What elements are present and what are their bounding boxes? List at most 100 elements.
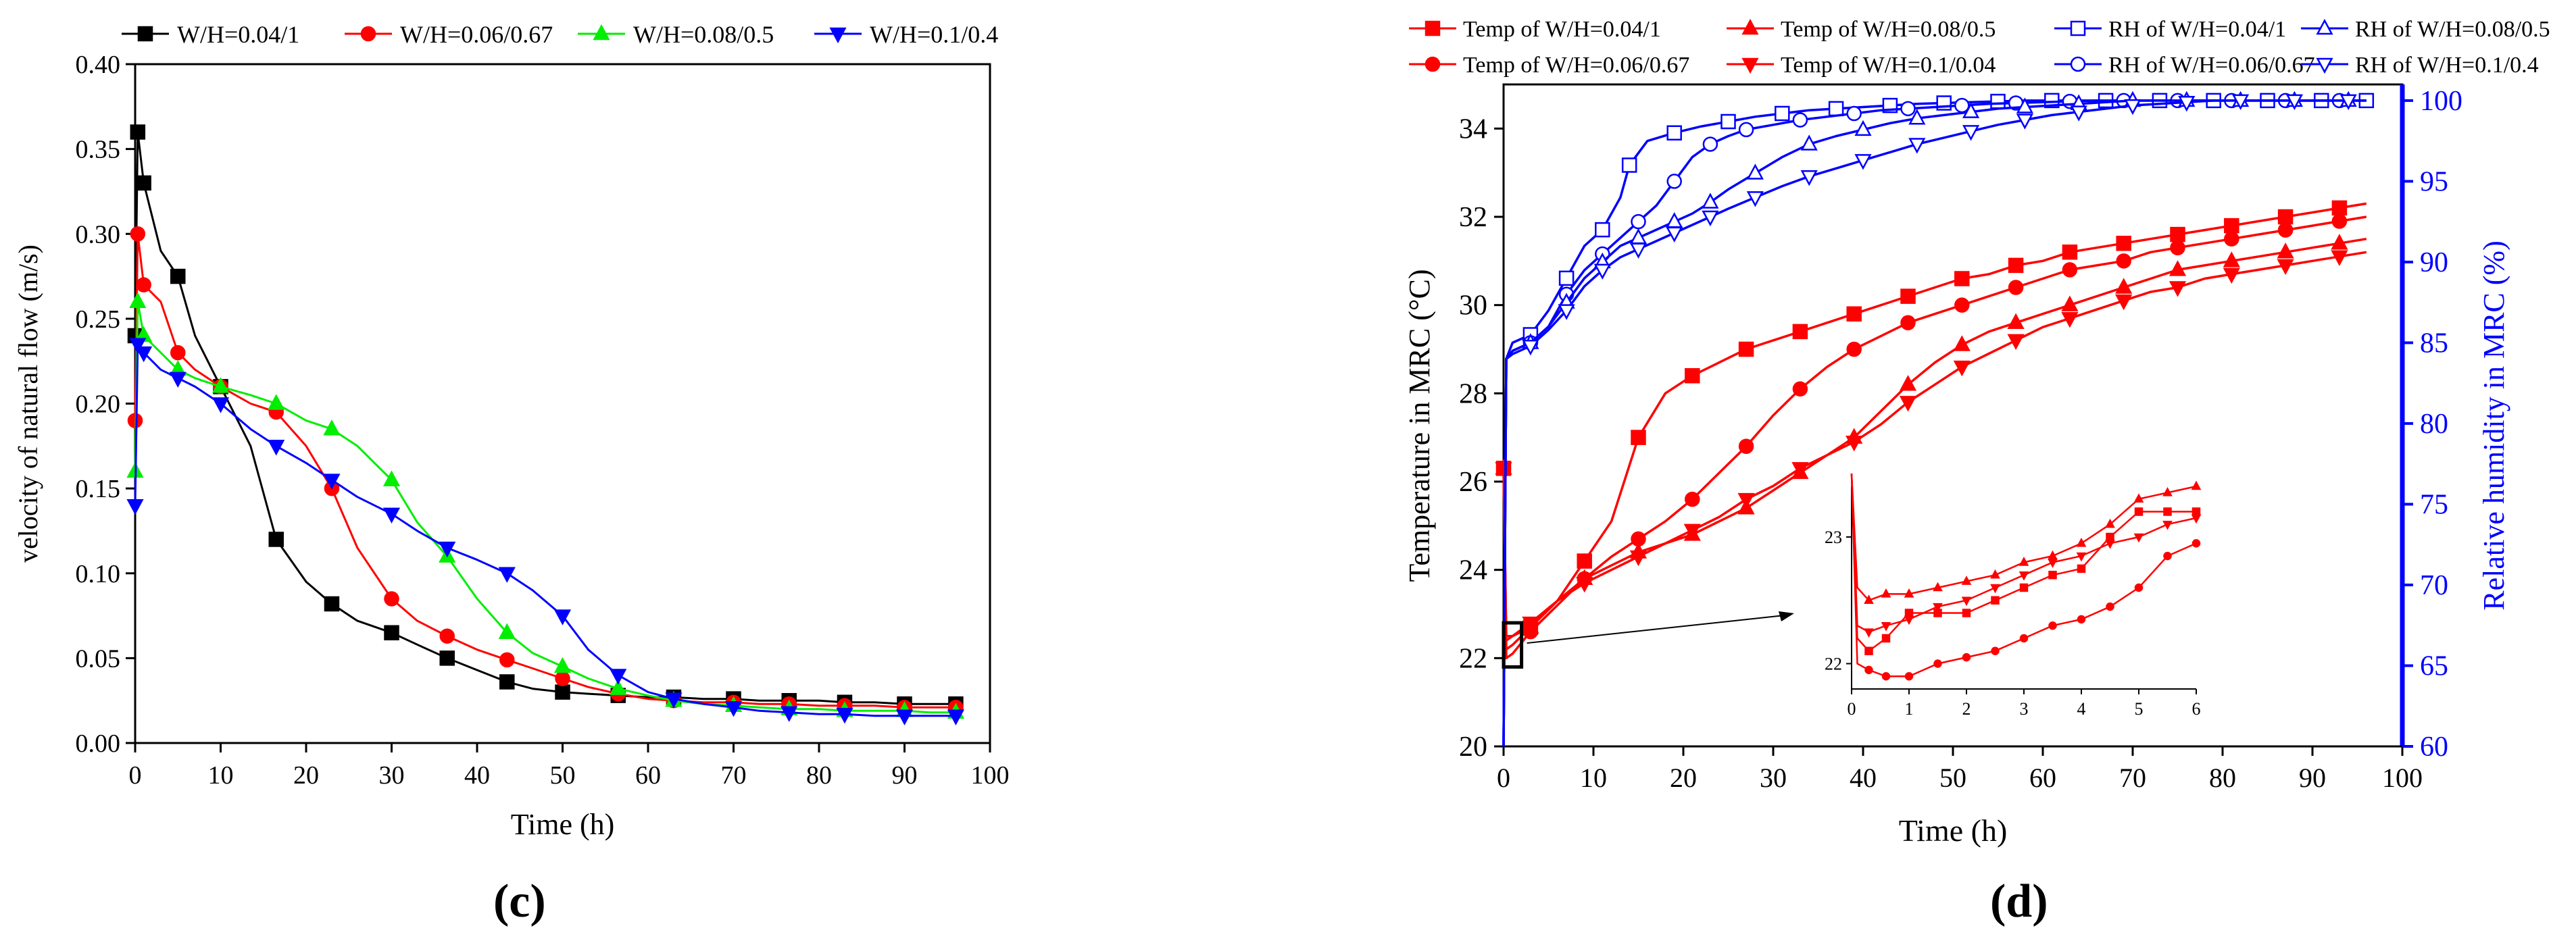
legend-label: W/H=0.08/0.5 — [633, 21, 774, 48]
y-tick-label: 28 — [1459, 378, 1487, 409]
legend-marker — [360, 26, 376, 42]
legend-marker — [1425, 56, 1441, 72]
data-point — [1846, 105, 1862, 122]
panel-label-c: (c) — [493, 875, 546, 927]
legend-label: W/H=0.1/0.4 — [870, 21, 998, 48]
data-point — [324, 596, 340, 612]
inset-data-point — [2076, 552, 2087, 562]
data-point — [2007, 334, 2025, 351]
data-point — [2070, 105, 2087, 122]
data-point — [1629, 550, 1648, 567]
inset-data-point — [1991, 596, 2000, 605]
data-point — [724, 700, 743, 717]
y2-tick-label: 85 — [2420, 328, 2448, 359]
inset-data-point — [1991, 646, 2000, 655]
data-point — [2223, 267, 2240, 284]
series-rh-of-w-h-0-08-0-5 — [1502, 91, 2367, 747]
inset-data-point — [1990, 584, 2000, 594]
panel-label-d: (d) — [1990, 875, 2048, 927]
legend-marker — [2070, 56, 2086, 72]
x-tick-label: 70 — [2119, 763, 2146, 793]
data-point — [2061, 312, 2079, 328]
data-point — [1900, 101, 1916, 117]
data-point — [1522, 339, 1539, 356]
inset-data-point — [2019, 583, 2029, 592]
data-point — [130, 226, 146, 242]
data-point — [2115, 294, 2133, 311]
inset-data-point — [1962, 652, 1971, 662]
panel-d-chart: 0 10 20 30 40 50 60 70 80 90 100202224262830323460… — [1403, 17, 2550, 848]
inset-data-point — [2048, 559, 2058, 568]
data-point — [555, 684, 570, 700]
data-point — [126, 499, 144, 515]
data-point — [384, 625, 399, 640]
data-point — [1791, 462, 1809, 478]
inset-data-point — [1881, 634, 1891, 643]
series-rh-of-w-h-0-06-0-67 — [1502, 93, 2367, 747]
data-point — [2223, 251, 2240, 267]
data-point — [1899, 375, 1917, 391]
data-point — [1854, 154, 1872, 170]
inset-data-point — [2133, 533, 2144, 543]
legend-label: RH of W/H=0.06/0.67 — [2108, 53, 2315, 78]
data-point — [499, 674, 515, 690]
inset-y-tick-label: 23 — [1825, 528, 1842, 547]
data-point — [2232, 94, 2250, 111]
data-point — [439, 650, 455, 666]
data-point — [1702, 193, 1719, 209]
y2-tick-label: 65 — [2420, 650, 2448, 682]
inset-data-point — [1904, 672, 1914, 681]
y2-tick-label: 70 — [2420, 570, 2448, 601]
data-point — [1954, 97, 1970, 113]
data-point — [2115, 278, 2133, 294]
inset-data-point — [1990, 569, 2000, 579]
data-point — [1738, 122, 1754, 138]
zoom-arrow-line — [1527, 614, 1791, 644]
legend-label: W/H=0.06/0.67 — [400, 21, 553, 48]
data-point — [1737, 492, 1755, 509]
legend-d: Temp of W/H=0.04/1 Temp of W/H=0.08/0.5 RH… — [1409, 17, 2550, 78]
series-temp-of-w-h-0-04-1 — [1495, 200, 2367, 638]
data-point — [1908, 109, 1926, 125]
series-line — [1502, 99, 2367, 747]
x-tick-label: 50 — [1939, 763, 1966, 793]
data-point — [2224, 231, 2239, 247]
x-tick-label: 40 — [464, 761, 490, 790]
data-point — [1828, 101, 1844, 117]
data-point — [1900, 288, 1916, 304]
inset-data-point — [2048, 550, 2058, 560]
data-point — [1899, 396, 1917, 412]
data-point — [2124, 99, 2141, 116]
legend-label: RH of W/H=0.04/1 — [2108, 17, 2286, 42]
y2-tick-label: 80 — [2420, 409, 2448, 440]
inset-y-tick-label: 22 — [1825, 655, 1842, 674]
panel-c-chart: 0 10 20 30 40 50 60 70 80 90 100 0.00 0.05 0.10 0.15 0.… — [13, 21, 1010, 841]
legend-marker — [2316, 57, 2333, 74]
x-tick-label: 60 — [2029, 763, 2056, 793]
data-point — [2061, 295, 2079, 311]
legend-marker — [2316, 18, 2333, 35]
data-point — [1846, 435, 1863, 452]
data-point — [136, 175, 151, 191]
data-point — [553, 609, 572, 625]
data-point — [1746, 163, 1764, 180]
data-point — [1495, 462, 1512, 478]
data-point — [2169, 260, 2187, 276]
inset-data-point — [1962, 609, 1971, 617]
data-point — [610, 669, 627, 685]
inset-data-point — [2105, 540, 2115, 549]
legend-marker — [1425, 20, 1441, 36]
zoom-arrow-head — [1779, 611, 1794, 621]
inset-data-point — [2134, 583, 2144, 592]
data-point — [2016, 97, 2033, 113]
series-w-h-0-06-0-67 — [127, 226, 964, 715]
inset-x-tick-label: 6 — [2192, 699, 2201, 719]
zoom-box — [1502, 621, 1524, 669]
data-point — [130, 124, 146, 140]
inset-data-point — [1864, 665, 1873, 675]
series-w-h-0-08-0-5 — [126, 292, 964, 719]
inset-data-point — [1864, 594, 1874, 604]
x-tick-label: 0 — [129, 761, 142, 790]
data-point — [2224, 217, 2239, 234]
y-tick-label: 0.30 — [76, 220, 121, 249]
